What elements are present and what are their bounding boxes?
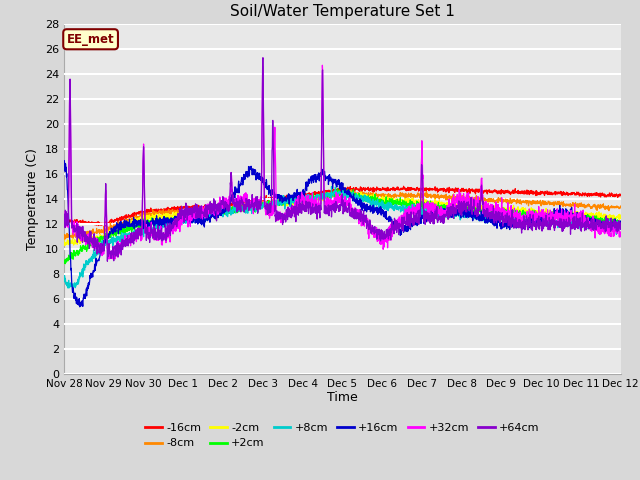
Y-axis label: Temperature (C): Temperature (C)	[26, 148, 39, 250]
Title: Soil/Water Temperature Set 1: Soil/Water Temperature Set 1	[230, 4, 455, 19]
Legend: -16cm, -8cm, -2cm, +2cm, +8cm, +16cm, +32cm, +64cm: -16cm, -8cm, -2cm, +2cm, +8cm, +16cm, +3…	[141, 419, 544, 453]
X-axis label: Time: Time	[327, 391, 358, 404]
Text: EE_met: EE_met	[67, 33, 115, 46]
